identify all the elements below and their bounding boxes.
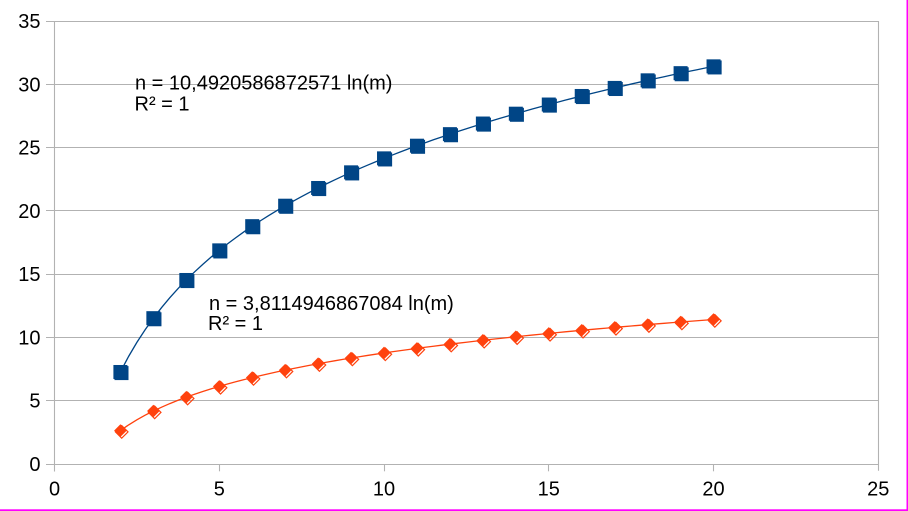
svg-text:n = 3,8114946867084 ln(m): n = 3,8114946867084 ln(m) (209, 293, 454, 315)
svg-text:10: 10 (18, 328, 40, 350)
svg-text:n = 10,4920586872571 ln(m): n = 10,4920586872571 ln(m) (135, 72, 392, 94)
svg-text:5: 5 (29, 391, 40, 413)
svg-text:5: 5 (214, 479, 225, 501)
svg-text:0: 0 (49, 479, 60, 501)
svg-text:25: 25 (18, 138, 40, 160)
svg-text:30: 30 (18, 75, 40, 97)
svg-text:20: 20 (702, 479, 724, 501)
svg-text:15: 15 (538, 479, 560, 501)
svg-text:20: 20 (18, 201, 40, 223)
svg-text:15: 15 (18, 264, 40, 286)
svg-text:35: 35 (18, 11, 40, 33)
svg-text:0: 0 (29, 454, 40, 476)
svg-text:25: 25 (867, 479, 889, 501)
svg-text:R² = 1: R² = 1 (135, 94, 190, 116)
svg-text:10: 10 (373, 479, 395, 501)
svg-text:R² = 1: R² = 1 (208, 313, 263, 335)
